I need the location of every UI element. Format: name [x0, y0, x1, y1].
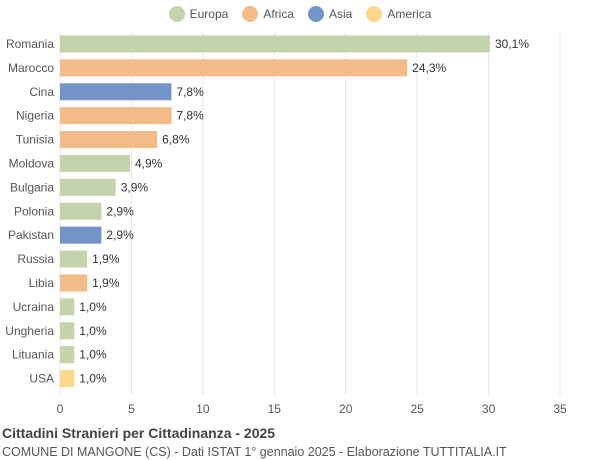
legend-item-america: America	[366, 6, 431, 22]
legend-label-america: America	[387, 7, 432, 21]
bar-chart: 0 5 10 15 20 25 30 35 Romania 30,1% Marocco 24,3% Ci…	[5, 32, 567, 416]
bar	[60, 178, 116, 196]
bar	[60, 274, 88, 292]
bar	[60, 370, 75, 388]
legend-item-europa: Europa	[168, 6, 229, 22]
value-label: 1,0%	[79, 300, 107, 314]
legend-item-asia: Asia	[308, 6, 352, 22]
bar	[60, 83, 172, 101]
legend-swatch-asia	[308, 6, 325, 22]
bar	[60, 131, 158, 149]
bar	[60, 298, 75, 316]
value-label: 2,9%	[106, 228, 134, 242]
chart-legend: Europa Africa Asia America	[0, 6, 600, 22]
x-tick-label: 15	[268, 402, 282, 416]
value-label: 24,3%	[412, 61, 446, 75]
category-label: Nigeria	[16, 109, 54, 123]
category-label: Lituania	[12, 348, 54, 362]
bar	[60, 322, 75, 340]
value-label: 2,9%	[106, 204, 134, 218]
category-label: Cina	[29, 85, 54, 99]
category-label: Tunisia	[16, 133, 55, 147]
legend-label-europa: Europa	[189, 7, 229, 21]
category-label: Polonia	[14, 204, 54, 218]
legend-label-africa: Africa	[263, 7, 295, 21]
category-label: Russia	[17, 252, 54, 266]
bar	[60, 154, 130, 172]
bar	[60, 59, 408, 77]
legend-swatch-africa	[242, 6, 259, 22]
value-label: 1,9%	[92, 252, 120, 266]
x-tick-label: 25	[410, 402, 424, 416]
value-label: 3,9%	[121, 180, 149, 194]
x-tick-label: 0	[57, 402, 64, 416]
value-label: 1,0%	[79, 372, 107, 386]
bar	[60, 346, 75, 364]
value-label: 1,0%	[79, 348, 107, 362]
category-label: Libia	[29, 276, 55, 290]
category-label: Ungheria	[5, 324, 54, 338]
value-label: 30,1%	[495, 37, 529, 51]
category-label: Romania	[6, 37, 54, 51]
value-label: 1,9%	[92, 276, 120, 290]
bar	[60, 107, 172, 125]
category-label: Marocco	[8, 61, 54, 75]
x-tick-label: 5	[128, 402, 135, 416]
value-label: 7,8%	[176, 109, 204, 123]
bar	[60, 202, 102, 220]
x-tick-label: 30	[482, 402, 496, 416]
legend-label-asia: Asia	[329, 7, 353, 21]
legend-swatch-america	[366, 6, 383, 22]
value-label: 7,8%	[176, 85, 204, 99]
legend-item-africa: Africa	[242, 6, 294, 22]
chart-subtitle: COMUNE DI MANGONE (CS) - Dati ISTAT 1° g…	[2, 445, 507, 459]
value-label: 6,8%	[162, 133, 190, 147]
bar	[60, 35, 490, 53]
category-label: USA	[29, 372, 54, 386]
value-label: 4,9%	[135, 156, 163, 170]
x-tick-label: 35	[553, 402, 567, 416]
category-label: Ucraina	[13, 300, 55, 314]
chart-title: Cittadini Stranieri per Cittadinanza - 2…	[2, 425, 276, 441]
bar	[60, 226, 102, 244]
category-label: Bulgaria	[10, 180, 54, 194]
category-label: Moldova	[9, 156, 55, 170]
legend-swatch-europa	[168, 6, 185, 22]
category-label: Pakistan	[8, 228, 54, 242]
x-tick-label: 20	[339, 402, 353, 416]
bar	[60, 250, 88, 268]
value-label: 1,0%	[79, 324, 107, 338]
x-tick-label: 10	[196, 402, 210, 416]
